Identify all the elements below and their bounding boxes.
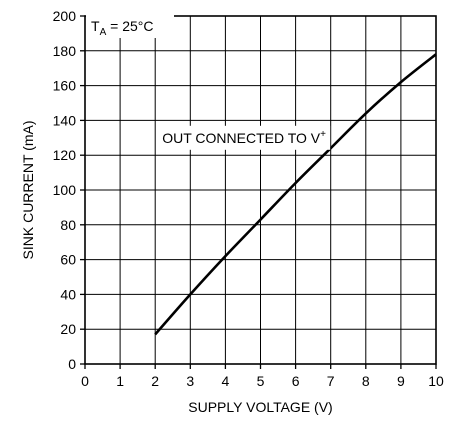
- y-tick-label: 160: [53, 78, 77, 94]
- y-tick-label: 40: [60, 286, 76, 302]
- y-tick-label: 0: [68, 356, 76, 372]
- y-tick-label: 80: [60, 217, 76, 233]
- condition-label: TA = 25°C: [91, 18, 153, 38]
- y-tick-label: 60: [60, 252, 76, 268]
- y-tick-label: 120: [53, 147, 77, 163]
- x-axis-title: SUPPLY VOLTAGE (V): [188, 399, 332, 415]
- x-tick-labels: 0 1 2 3 4 5 6 7 8 9 10: [81, 373, 444, 389]
- curve-label-main: OUT CONNECTED TO V: [162, 130, 321, 146]
- y-tick-label: 20: [60, 321, 76, 337]
- x-tick-label: 10: [428, 373, 444, 389]
- sink-current-curve: [154, 53, 437, 336]
- x-tick-label: 2: [151, 373, 159, 389]
- tick-marks: [80, 15, 437, 369]
- y-tick-label: 100: [53, 182, 77, 198]
- x-tick-label: 4: [222, 373, 230, 389]
- condition-subscript: A: [100, 27, 107, 38]
- curve-label-superscript: +: [320, 129, 326, 140]
- x-tick-label: 9: [397, 373, 405, 389]
- condition-label-box: TA = 25°C: [86, 10, 174, 38]
- x-tick-label: 1: [116, 373, 124, 389]
- x-tick-label: 8: [362, 373, 370, 389]
- curve-label-box: OUT CONNECTED TO V+: [158, 125, 331, 150]
- x-tick-label: 0: [81, 373, 89, 389]
- x-tick-label: 5: [257, 373, 265, 389]
- y-tick-label: 180: [53, 43, 77, 59]
- x-tick-label: 7: [327, 373, 335, 389]
- grid-lines: [85, 16, 436, 364]
- y-tick-label: 200: [53, 8, 77, 24]
- curve-label: OUT CONNECTED TO V+: [162, 129, 326, 146]
- x-tick-label: 3: [186, 373, 194, 389]
- condition-value: = 25°C: [106, 18, 153, 34]
- condition-main: T: [91, 18, 100, 34]
- y-tick-label: 140: [53, 112, 77, 128]
- y-axis-title: SINK CURRENT (mA): [20, 121, 36, 260]
- y-tick-labels: 0 20 40 60 80 100 120 140 160 180 200: [53, 8, 77, 372]
- x-tick-label: 6: [292, 373, 300, 389]
